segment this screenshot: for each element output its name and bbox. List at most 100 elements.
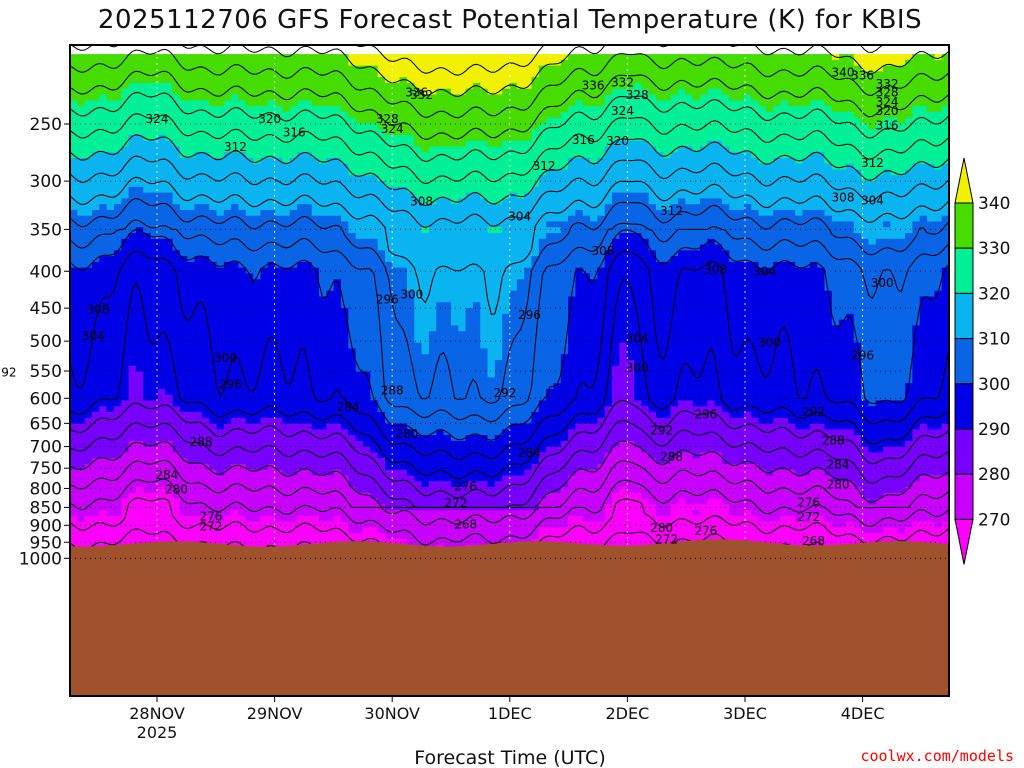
fill-cell	[795, 238, 804, 246]
fill-cell	[927, 163, 935, 171]
fill-cell	[113, 192, 122, 199]
fill-cell	[443, 140, 452, 148]
fill-cell	[619, 261, 628, 269]
fill-cell	[516, 244, 525, 251]
fill-cell	[91, 233, 100, 240]
fill-cell	[165, 198, 174, 205]
fill-cell	[868, 157, 877, 165]
fill-cell	[267, 59, 276, 67]
fill-cell	[538, 233, 547, 240]
fill-cell	[289, 204, 298, 211]
fill-cell	[839, 169, 848, 176]
fill-cell	[319, 204, 327, 211]
fill-cell	[575, 169, 584, 176]
fill-cell	[384, 71, 393, 78]
fill-cell	[743, 209, 752, 217]
fill-cell	[692, 100, 701, 107]
fill-cell	[729, 123, 738, 130]
fill-cell	[223, 186, 232, 194]
fill-cell	[355, 117, 364, 124]
fill-cell	[392, 123, 401, 130]
fill-cell	[414, 146, 423, 153]
fill-cell	[787, 100, 796, 107]
fill-cell	[355, 163, 364, 171]
fill-cell	[663, 65, 672, 72]
fill-cell	[590, 215, 599, 223]
fill-cell	[685, 186, 694, 194]
fill-cell	[831, 221, 840, 228]
fill-cell	[787, 181, 796, 188]
fill-cell	[897, 186, 906, 194]
fill-cell	[670, 169, 679, 176]
fill-cell	[377, 209, 386, 217]
fill-cell	[626, 273, 635, 280]
fill-cell	[868, 106, 877, 113]
fill-cell	[150, 267, 159, 275]
fill-cell	[890, 129, 899, 136]
fill-cell	[121, 284, 130, 292]
fill-cell	[465, 233, 474, 240]
fill-cell	[348, 123, 357, 130]
fill-cell	[70, 186, 78, 194]
fill-cell	[231, 233, 240, 240]
fill-cell	[267, 88, 276, 96]
fill-cell	[399, 117, 408, 124]
fill-cell	[275, 163, 284, 171]
fill-cell	[113, 129, 122, 136]
fill-cell	[363, 117, 371, 124]
fill-cell	[106, 134, 115, 142]
fill-cell	[99, 267, 108, 275]
fill-cell	[128, 186, 137, 194]
fill-cell	[428, 140, 437, 148]
fill-cell	[157, 267, 166, 275]
fill-cell	[150, 261, 159, 269]
fill-cell	[428, 181, 437, 188]
fill-cell	[253, 256, 262, 263]
fill-cell	[582, 256, 591, 263]
fill-cell	[509, 152, 518, 159]
fill-cell	[494, 65, 503, 72]
fill-cell	[648, 117, 657, 124]
fill-cell	[384, 157, 393, 165]
fill-cell	[575, 140, 584, 148]
fill-cell	[165, 140, 174, 148]
fill-cell	[333, 204, 342, 211]
fill-cell	[311, 146, 320, 153]
fill-cell	[524, 279, 533, 286]
fill-cell	[612, 204, 620, 211]
fill-cell	[809, 152, 818, 159]
fill-cell	[743, 279, 752, 286]
fill-cell	[480, 163, 489, 171]
fill-cell	[194, 233, 203, 240]
fill-cell	[209, 215, 218, 223]
fill-cell	[751, 82, 760, 90]
fill-cell	[568, 209, 577, 217]
fill-cell	[919, 134, 928, 142]
fill-cell	[663, 129, 672, 136]
fill-cell	[531, 221, 540, 228]
fill-cell	[253, 82, 262, 90]
fill-cell	[458, 273, 467, 280]
fill-cell	[326, 256, 335, 263]
fill-cell	[99, 77, 108, 84]
fill-cell	[355, 233, 364, 240]
fill-cell	[267, 215, 276, 223]
fill-cell	[919, 244, 928, 251]
fill-cell	[289, 152, 298, 159]
fill-cell	[245, 215, 254, 223]
fill-cell	[699, 256, 708, 263]
fill-cell	[597, 290, 606, 298]
fill-cell	[853, 284, 862, 292]
fill-cell	[311, 284, 320, 292]
fill-cell	[333, 94, 342, 101]
fill-cell	[282, 215, 291, 223]
fill-cell	[861, 100, 870, 107]
fill-cell	[304, 175, 313, 182]
fill-cell	[934, 209, 943, 217]
fill-cell	[341, 111, 349, 119]
fill-cell	[472, 227, 481, 234]
fill-cell	[135, 244, 144, 251]
fill-cell	[209, 267, 218, 275]
fill-cell	[472, 65, 481, 72]
fill-cell	[480, 146, 489, 153]
